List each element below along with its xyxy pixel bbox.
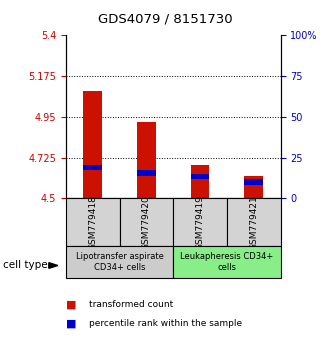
Text: Leukapheresis CD34+
cells: Leukapheresis CD34+ cells — [180, 252, 274, 272]
Bar — [173, 246, 280, 278]
Text: GSM779419: GSM779419 — [196, 195, 205, 250]
Text: ■: ■ — [66, 299, 77, 309]
Text: GDS4079 / 8151730: GDS4079 / 8151730 — [98, 12, 232, 25]
Bar — [244, 179, 263, 185]
Text: ■: ■ — [66, 319, 77, 329]
Bar — [191, 174, 210, 179]
Text: percentile rank within the sample: percentile rank within the sample — [89, 319, 242, 329]
Bar — [83, 91, 102, 198]
Text: Lipotransfer aspirate
CD34+ cells: Lipotransfer aspirate CD34+ cells — [76, 252, 164, 272]
Bar — [191, 165, 210, 198]
Bar — [66, 198, 120, 246]
Bar — [173, 198, 227, 246]
Text: transformed count: transformed count — [89, 300, 173, 309]
Text: cell type: cell type — [3, 261, 48, 270]
Text: GSM779421: GSM779421 — [249, 195, 258, 250]
Bar — [227, 198, 280, 246]
Bar — [119, 198, 173, 246]
Bar — [137, 122, 156, 198]
Polygon shape — [49, 263, 58, 268]
Text: GSM779418: GSM779418 — [88, 195, 97, 250]
Text: GSM779420: GSM779420 — [142, 195, 151, 250]
Bar — [137, 170, 156, 176]
Bar — [244, 176, 263, 198]
Bar — [83, 165, 102, 170]
Bar — [66, 246, 173, 278]
